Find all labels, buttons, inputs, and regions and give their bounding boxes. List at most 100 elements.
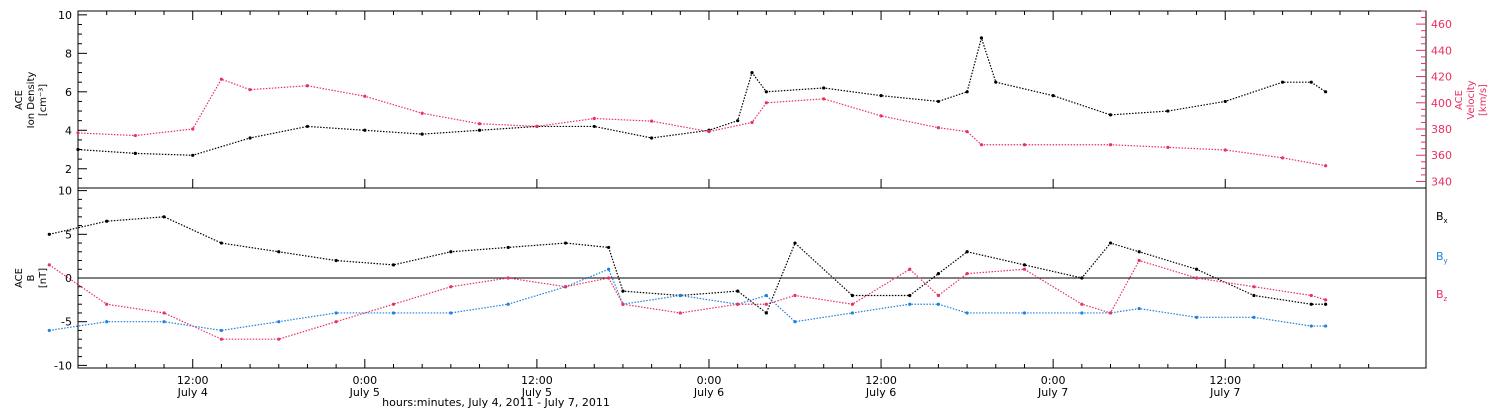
- bottom-series-2-point: [47, 263, 51, 267]
- top-series-1-point: [1324, 164, 1328, 168]
- top-series-0-line: [77, 35, 1326, 156]
- bottom-series-2-point: [736, 302, 740, 306]
- bottom-series-2-point: [1108, 311, 1113, 315]
- bottom-series-1-point: [965, 311, 969, 315]
- bottom-series-2-point: [449, 285, 453, 289]
- x-tick-date: July 7: [1209, 386, 1240, 399]
- bottom-series-0-point: [1022, 263, 1027, 267]
- top-series-1-point: [76, 131, 80, 135]
- top-series-0-point: [305, 124, 310, 129]
- top-series-0-point: [248, 136, 252, 140]
- axes: 2 4 6 8 10 340 360 380 400 420 440 460 -10 -5 0 5 10 12:0…: [54, 9, 1452, 399]
- top-series-1-point: [363, 94, 367, 98]
- legend-entry: By: [1436, 250, 1448, 265]
- x-tick-date: July 4: [177, 386, 208, 399]
- top-series-1-point: [248, 88, 252, 92]
- top-series-1-point: [305, 84, 310, 88]
- bottom-series-2-point: [621, 302, 625, 306]
- top-series-0-point: [979, 36, 984, 40]
- top-series-1-point: [219, 77, 224, 81]
- top-series-1-point: [191, 127, 195, 131]
- top-series-1-point: [650, 119, 654, 123]
- bottom-series-0-point: [1309, 302, 1313, 306]
- x-axis-title: hours:minutes, July 4, 2011 - July 7, 20…: [382, 396, 610, 409]
- bottom-series-1-point: [850, 311, 854, 315]
- x-tick-date: July 6: [693, 386, 724, 399]
- bottom-series-0-point: [1252, 293, 1256, 298]
- bottom-series-2-point: [1194, 276, 1199, 280]
- bottom-series-2-point: [1309, 293, 1313, 298]
- bottom-series-2-point: [965, 272, 969, 276]
- top-series-1-point: [1223, 148, 1227, 152]
- top-series-1-point: [535, 124, 539, 128]
- bottom-series-1-point: [1194, 315, 1199, 319]
- bottom-series-2-point: [219, 337, 224, 341]
- bottom-series-1-point: [793, 320, 797, 324]
- bottom-series-0-point: [449, 250, 453, 254]
- top-series-0-point: [736, 119, 740, 123]
- bottom-y-tick-label: 5: [65, 228, 72, 241]
- bottom-series-1-point: [219, 328, 224, 333]
- top-series-1-point: [1166, 145, 1170, 149]
- top-series-0-point: [363, 128, 367, 132]
- bottom-series-1-point: [1080, 311, 1084, 315]
- top-series-1-point: [1108, 143, 1113, 147]
- bottom-series-1-point: [105, 320, 109, 324]
- top-series-1-point: [133, 133, 137, 138]
- axis-label-line: Velocity: [1466, 80, 1477, 119]
- x-tick-time: 0:00: [352, 374, 377, 387]
- bottom-series-0-point: [506, 245, 510, 250]
- top-series-0-point: [822, 86, 826, 90]
- top-right-y-tick-label: 340: [1431, 175, 1452, 188]
- bottom-series-2-point: [850, 302, 854, 306]
- bottom-series-0-point: [219, 241, 224, 245]
- bottom-y-tick-label: 10: [58, 185, 72, 198]
- top-series-1-point: [879, 114, 883, 118]
- bottom-series-1-point: [47, 328, 51, 333]
- bottom-axis-label: ACE B [nT]: [14, 268, 49, 288]
- top-series-1-line: [77, 78, 1326, 167]
- bottom-series-1-point: [678, 293, 682, 298]
- bottom-series-0-point: [563, 241, 568, 245]
- top-series-0-point: [592, 124, 596, 129]
- axis-label-line: B: [26, 274, 37, 281]
- top-series-0-point: [477, 128, 482, 132]
- bottom-series-2-point: [105, 302, 109, 306]
- bottom-series-0-point: [1108, 241, 1113, 245]
- axis-label-line: [cm⁻³]: [38, 84, 49, 116]
- bottom-series-0-point: [1137, 250, 1141, 254]
- bottom-series-2-point: [606, 276, 611, 280]
- x-tick-time: 0:00: [697, 374, 722, 387]
- bottom-series-2-point: [1137, 258, 1141, 263]
- axis-label-line: ACE: [14, 90, 25, 110]
- top-series-1-point: [979, 143, 984, 147]
- bottom-series-1-point: [1252, 315, 1256, 319]
- bottom-series-2-point: [277, 337, 281, 341]
- top-series-1-point: [764, 101, 768, 105]
- top-panel-frame: [77, 10, 1427, 189]
- x-tick-time: 12:00: [1209, 374, 1241, 387]
- bottom-y-tick-label: -10: [54, 359, 72, 372]
- top-series-0-point: [879, 94, 883, 98]
- top-y-tick-label: 4: [65, 124, 72, 137]
- bottom-series-1-point: [391, 311, 396, 315]
- top-right-axis-label: ACE Velocity [km/s]: [1454, 80, 1489, 119]
- bottom-series-2-point: [391, 302, 396, 306]
- top-series-0-point: [76, 147, 80, 152]
- bottom-series-1-point: [449, 311, 453, 315]
- bottom-series-2-point: [936, 293, 941, 298]
- bottom-series-2-point: [1022, 267, 1027, 271]
- bottom-series-1-point: [334, 311, 338, 315]
- x-tick-time: 0:00: [1041, 374, 1066, 387]
- bottom-series-1-point: [606, 267, 611, 271]
- bottom-series-2-point: [908, 267, 912, 271]
- top-series-1-point: [750, 120, 754, 125]
- top-y-tick-label: 8: [65, 47, 72, 60]
- top-y-tick-label: 10: [58, 9, 72, 22]
- top-right-y-tick-label: 380: [1431, 123, 1452, 136]
- bottom-series-0-point: [1194, 267, 1199, 271]
- top-series-0-point: [750, 70, 754, 75]
- top-series-0-point: [191, 153, 195, 157]
